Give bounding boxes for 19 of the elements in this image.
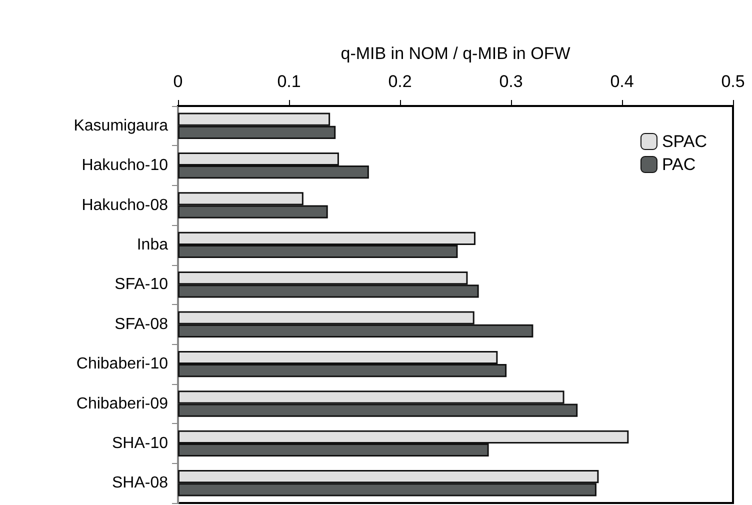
y-tick-label: SHA-10 bbox=[112, 434, 168, 452]
y-tick-label: SFA-10 bbox=[114, 276, 168, 294]
x-tick-label: 0.1 bbox=[277, 72, 301, 91]
x-axis-title: q-MIB in NOM / q-MIB in OFW bbox=[340, 44, 570, 63]
x-tick-label: 0.2 bbox=[388, 72, 412, 91]
x-tick-label: 0.5 bbox=[721, 72, 745, 91]
y-tick-label: Inba bbox=[136, 236, 168, 254]
y-tick-label: Kasumigaura bbox=[74, 117, 168, 134]
y-tick-label: Hakucho-08 bbox=[82, 196, 168, 214]
y-tick-label: Chibaberi-09 bbox=[76, 395, 168, 412]
x-tick-label: 0 bbox=[173, 72, 183, 91]
y-tick-label: Chibaberi-10 bbox=[76, 356, 168, 373]
y-tick-label: Hakucho-10 bbox=[82, 157, 168, 174]
y-tick-label: SHA-08 bbox=[112, 474, 168, 492]
y-tick-label: SFA-08 bbox=[114, 316, 168, 333]
x-tick-label: 0.4 bbox=[610, 72, 634, 91]
legend-label: SPAC bbox=[662, 132, 708, 151]
x-tick-label: 0.3 bbox=[499, 72, 523, 91]
legend-label: PAC bbox=[662, 155, 696, 174]
